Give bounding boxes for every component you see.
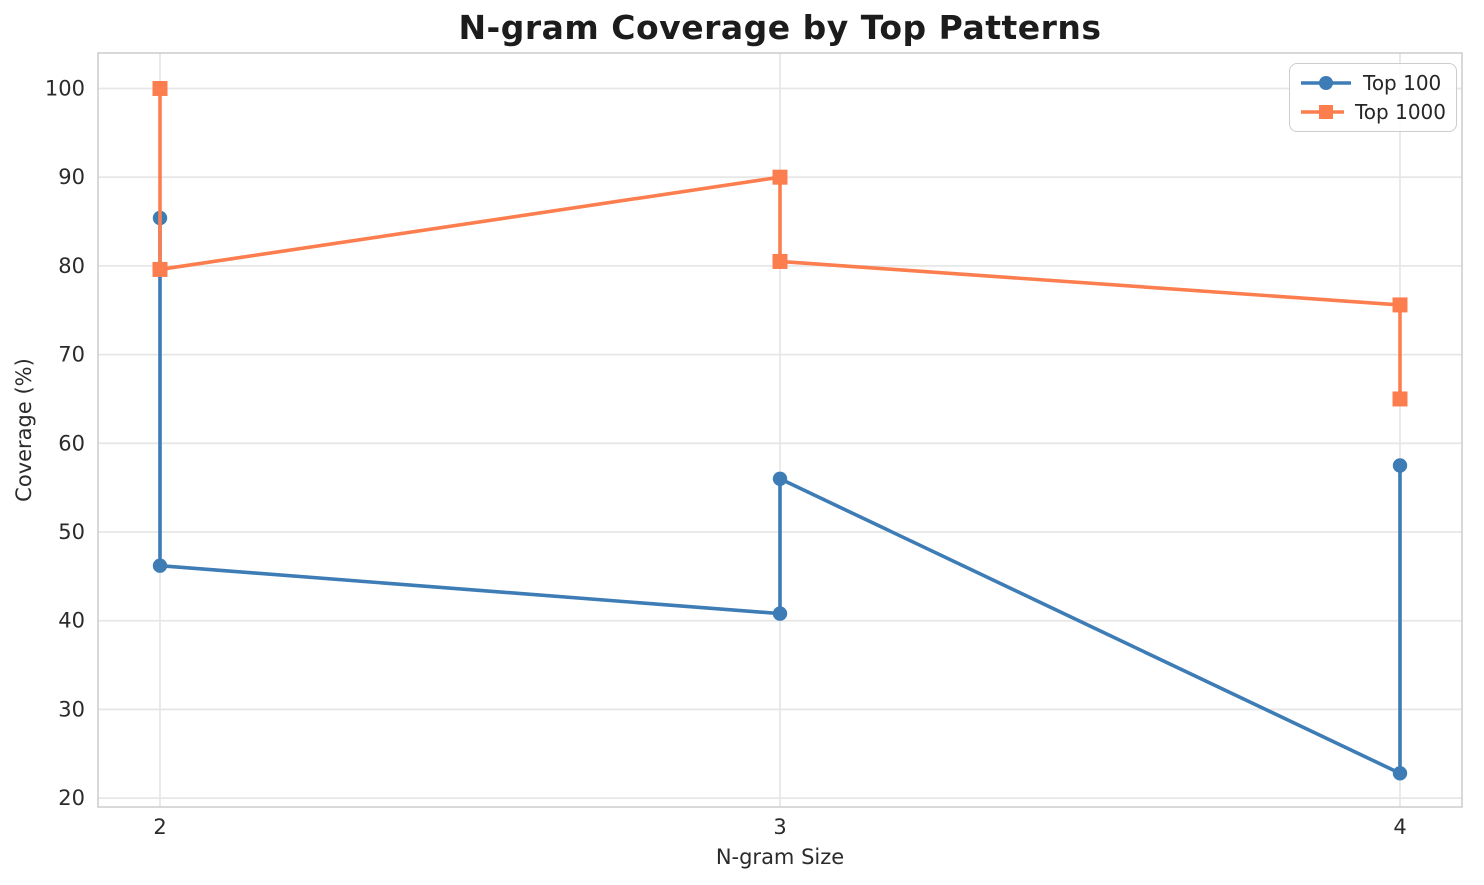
x-tick-label: 4	[1393, 815, 1406, 839]
y-tick-label: 40	[58, 609, 85, 633]
y-tick-label: 90	[58, 165, 85, 189]
y-tick-label: 50	[58, 520, 85, 544]
legend-label: Top 100	[1363, 70, 1442, 95]
data-point-marker	[152, 80, 168, 96]
y-tick-label: 60	[58, 431, 85, 455]
data-point-marker	[152, 558, 168, 573]
chart-title: N-gram Coverage by Top Patterns	[458, 8, 1102, 47]
plot-border	[97, 52, 1463, 808]
legend-item: Top 1000	[1300, 100, 1446, 124]
data-point-marker	[152, 261, 168, 277]
data-point-marker	[1392, 458, 1408, 473]
data-point-marker	[772, 169, 788, 185]
y-tick-label: 100	[45, 76, 85, 100]
series-line	[158, 217, 1402, 776]
y-tick-label: 30	[58, 697, 85, 721]
y-tick-label: 20	[58, 786, 85, 810]
series-line	[158, 88, 1402, 399]
y-axis-label: Coverage (%)	[12, 358, 36, 502]
legend-marker	[1319, 75, 1333, 90]
legend-sample-line	[1301, 105, 1344, 120]
x-axis-label: N-gram Size	[715, 845, 845, 869]
legend-item: Top 100	[1300, 71, 1446, 95]
legend-marker	[1319, 105, 1333, 120]
x-tick-label: 3	[773, 815, 786, 839]
data-point-marker	[1392, 391, 1408, 407]
data-point-marker	[1392, 766, 1408, 781]
legend-label: Top 1000	[1354, 100, 1446, 125]
data-point-marker	[772, 606, 788, 621]
x-tick-label: 2	[153, 815, 166, 839]
data-point-marker	[772, 471, 788, 486]
data-point-marker	[1392, 297, 1408, 313]
legend-sample-line	[1301, 75, 1351, 90]
data-point-marker	[772, 253, 788, 269]
legend: Top 100 Top 1000	[1289, 63, 1457, 132]
y-tick-label: 70	[58, 343, 85, 367]
y-tick-label: 80	[58, 254, 85, 278]
